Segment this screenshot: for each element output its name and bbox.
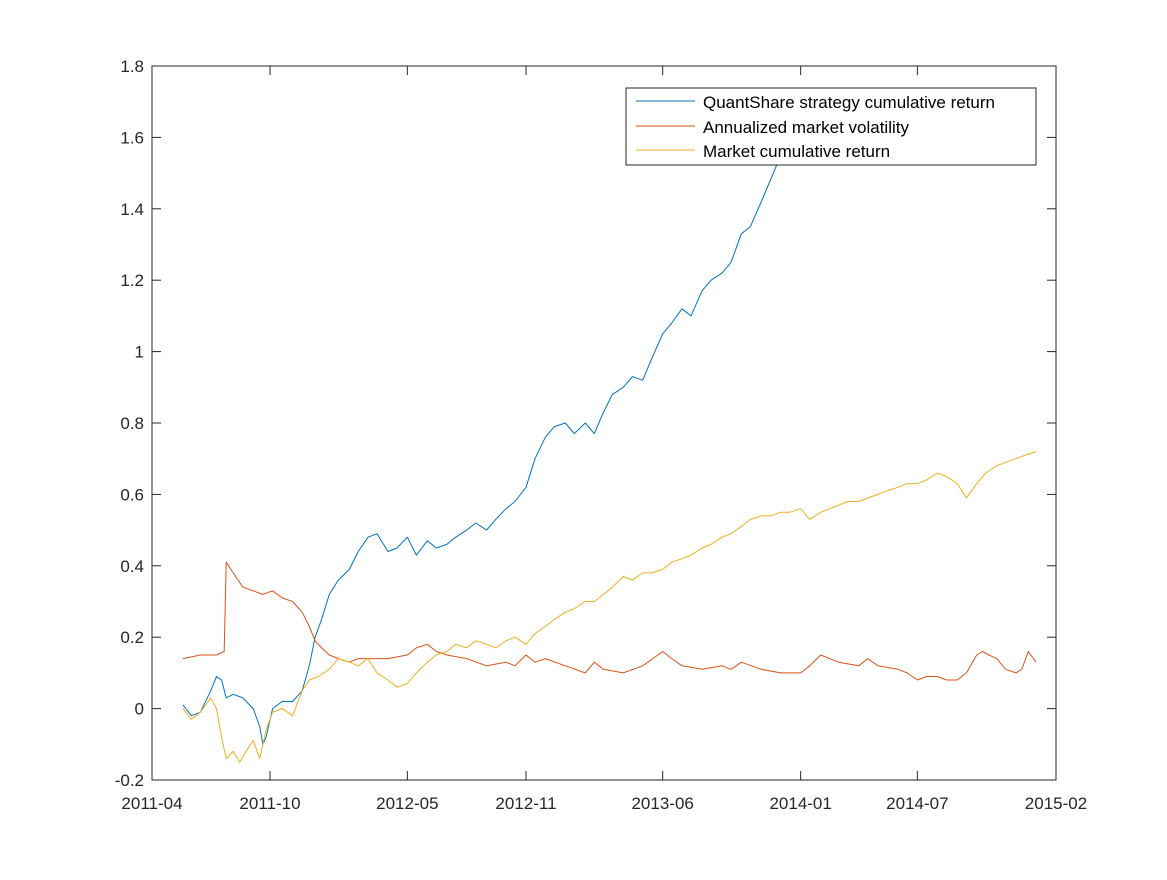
x-tick-label: 2011-04 bbox=[121, 794, 182, 813]
ticks-layer: -0.2 0 0.2 0.4 0.6 0.8 1 1.2 1.4 1.6 1.8 2011-04 201… bbox=[115, 57, 1087, 813]
legend-label-market: Market cumulative return bbox=[703, 142, 890, 161]
y-tick-label: 0.6 bbox=[120, 485, 144, 504]
x-tick-label: 2013-06 bbox=[631, 794, 693, 813]
series-line-2 bbox=[182, 451, 1037, 763]
x-tick-label: 2012-11 bbox=[495, 794, 556, 813]
series-line-1 bbox=[182, 561, 1037, 681]
y-tick-label: 0.2 bbox=[120, 628, 144, 647]
x-tick-label: 2015-02 bbox=[1025, 794, 1087, 813]
x-tick-label: 2014-07 bbox=[886, 794, 948, 813]
x-tick-label: 2012-05 bbox=[376, 794, 438, 813]
y-tick-label: 1.4 bbox=[120, 200, 144, 219]
legend: QuantShare strategy cumulative return An… bbox=[625, 87, 1037, 166]
y-tick-label: -0.2 bbox=[115, 771, 144, 790]
series-layer bbox=[182, 101, 1037, 763]
y-tick-label: 1.8 bbox=[120, 57, 144, 76]
y-tick-label: 0 bbox=[135, 700, 144, 719]
y-tick-label: 1.2 bbox=[120, 271, 144, 290]
x-tick-label: 2014-01 bbox=[769, 794, 831, 813]
y-tick-label: 0.8 bbox=[120, 414, 144, 433]
legend-label-quantshare: QuantShare strategy cumulative return bbox=[703, 93, 995, 112]
y-tick-label: 1.6 bbox=[120, 128, 144, 147]
x-tick-label: 2011-10 bbox=[239, 794, 300, 813]
y-tick-label: 1 bbox=[135, 343, 144, 362]
y-tick-label: 0.4 bbox=[120, 557, 144, 576]
legend-label-volatility: Annualized market volatility bbox=[703, 118, 909, 137]
